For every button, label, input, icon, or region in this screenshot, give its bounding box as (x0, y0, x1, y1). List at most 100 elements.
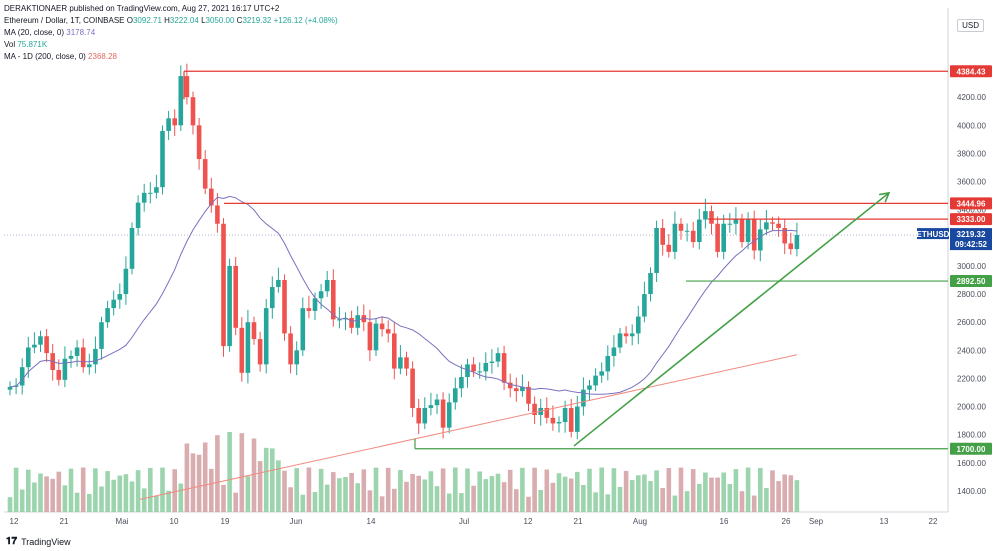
published-line: DERAKTIONAER published on TradingView.co… (4, 4, 280, 13)
volume-bar (532, 467, 537, 512)
candle-body (93, 348, 98, 365)
volume-bar (611, 468, 617, 512)
x-tick-label: 26 (782, 517, 791, 526)
x-tick-label: Jun (290, 517, 303, 526)
candle-body (782, 227, 787, 244)
volume-bar (355, 483, 360, 512)
candle-body (636, 316, 641, 334)
volume-bar (593, 492, 598, 512)
volume-bar (428, 471, 434, 512)
open-label: O (126, 16, 133, 25)
volume-bar (660, 488, 665, 512)
candle-body (648, 272, 653, 295)
ma20-label: MA (20, close, 0) (4, 28, 65, 37)
x-tick-label: 14 (367, 517, 376, 526)
volume-bar (471, 485, 476, 512)
x-tick-label: 12 (10, 517, 19, 526)
candle-body (288, 333, 293, 365)
volume-bar (324, 484, 330, 512)
y-tick-label: 3400.00 (957, 206, 986, 215)
level-label-bg (950, 442, 992, 455)
level-label: 1700.00 (957, 445, 986, 454)
volume-bar (440, 468, 446, 512)
volume-legend: Vol 75.871K (4, 39, 47, 50)
candle-body (709, 211, 714, 224)
volume-bar (239, 433, 245, 512)
candle-body (331, 280, 336, 320)
candle-body (62, 358, 68, 380)
volume-bar (306, 467, 312, 512)
volume-bar (623, 470, 629, 512)
volume-bar (215, 435, 220, 512)
volume-bar (764, 488, 769, 512)
volume-bar (80, 467, 86, 512)
symbol-badge: ETHUSD (917, 230, 950, 239)
volume-bar (483, 479, 489, 512)
volume-bar (453, 467, 458, 512)
candle-body (123, 268, 129, 295)
candle-body (202, 159, 208, 189)
volume-bar (209, 468, 214, 512)
candle-body (74, 347, 80, 356)
y-tick-label: 4000.00 (957, 121, 986, 130)
volume-bar (703, 472, 708, 512)
last-price-countdown: 09:42:52 (955, 240, 988, 249)
volume-bar (282, 470, 287, 512)
volume-bar (300, 494, 306, 512)
candle-body (495, 353, 501, 362)
candle-body (666, 244, 672, 252)
candle-body (587, 385, 592, 390)
candle-body (629, 333, 635, 337)
candle-body (599, 371, 604, 376)
volume-bar (19, 489, 25, 512)
volume-bar (99, 486, 104, 512)
candle-body (184, 76, 190, 98)
close-label: C (236, 16, 243, 25)
candle-body (257, 339, 263, 365)
ma200-line (139, 354, 798, 500)
volume-bar (385, 467, 391, 512)
candle-body (111, 299, 116, 309)
volume-bar (776, 481, 781, 512)
y-tick-label: 3800.00 (957, 149, 986, 158)
ma20-legend: MA (20, close, 0) 3178.74 (4, 27, 95, 38)
candle-body (764, 222, 769, 230)
candle-body (556, 422, 562, 424)
volume-bar (690, 469, 696, 512)
volume-bar (434, 486, 440, 512)
x-tick-label: 16 (720, 517, 729, 526)
candle-body (276, 280, 281, 288)
candle-body (501, 353, 507, 383)
volume-bar (581, 485, 586, 512)
candle-body (605, 355, 611, 372)
volume-bar (562, 476, 568, 512)
ohlc-line: Ethereum / Dollar, 1T, COINBASE O3092.71… (4, 15, 338, 26)
volume-bar (166, 490, 171, 512)
volume-bar (38, 473, 43, 512)
candle-body (361, 315, 367, 323)
volume-bar (507, 469, 513, 512)
candle-body (227, 265, 232, 347)
volume-bar (751, 495, 757, 512)
y-tick-label: 1600.00 (957, 459, 986, 468)
volume-bar (684, 491, 690, 512)
volume-bar (514, 489, 519, 512)
volume-bar (148, 467, 153, 512)
candle-body (428, 405, 434, 408)
volume-bar (392, 488, 397, 512)
currency-button[interactable]: USD (957, 19, 984, 32)
candle-body (343, 317, 348, 320)
candle-body (251, 322, 257, 340)
volume-bar (294, 468, 299, 512)
level-label: 3444.96 (957, 199, 986, 208)
volume-bar (56, 471, 62, 512)
candle-body (44, 336, 49, 354)
volume-bar (263, 447, 269, 512)
candle-body (148, 192, 153, 194)
x-tick-label: 21 (60, 517, 69, 526)
candle-body (373, 323, 379, 351)
tradingview-logo-icon: 𝟏𝟕 (6, 536, 18, 547)
candle-body (440, 399, 446, 428)
volume-bar (221, 484, 226, 512)
